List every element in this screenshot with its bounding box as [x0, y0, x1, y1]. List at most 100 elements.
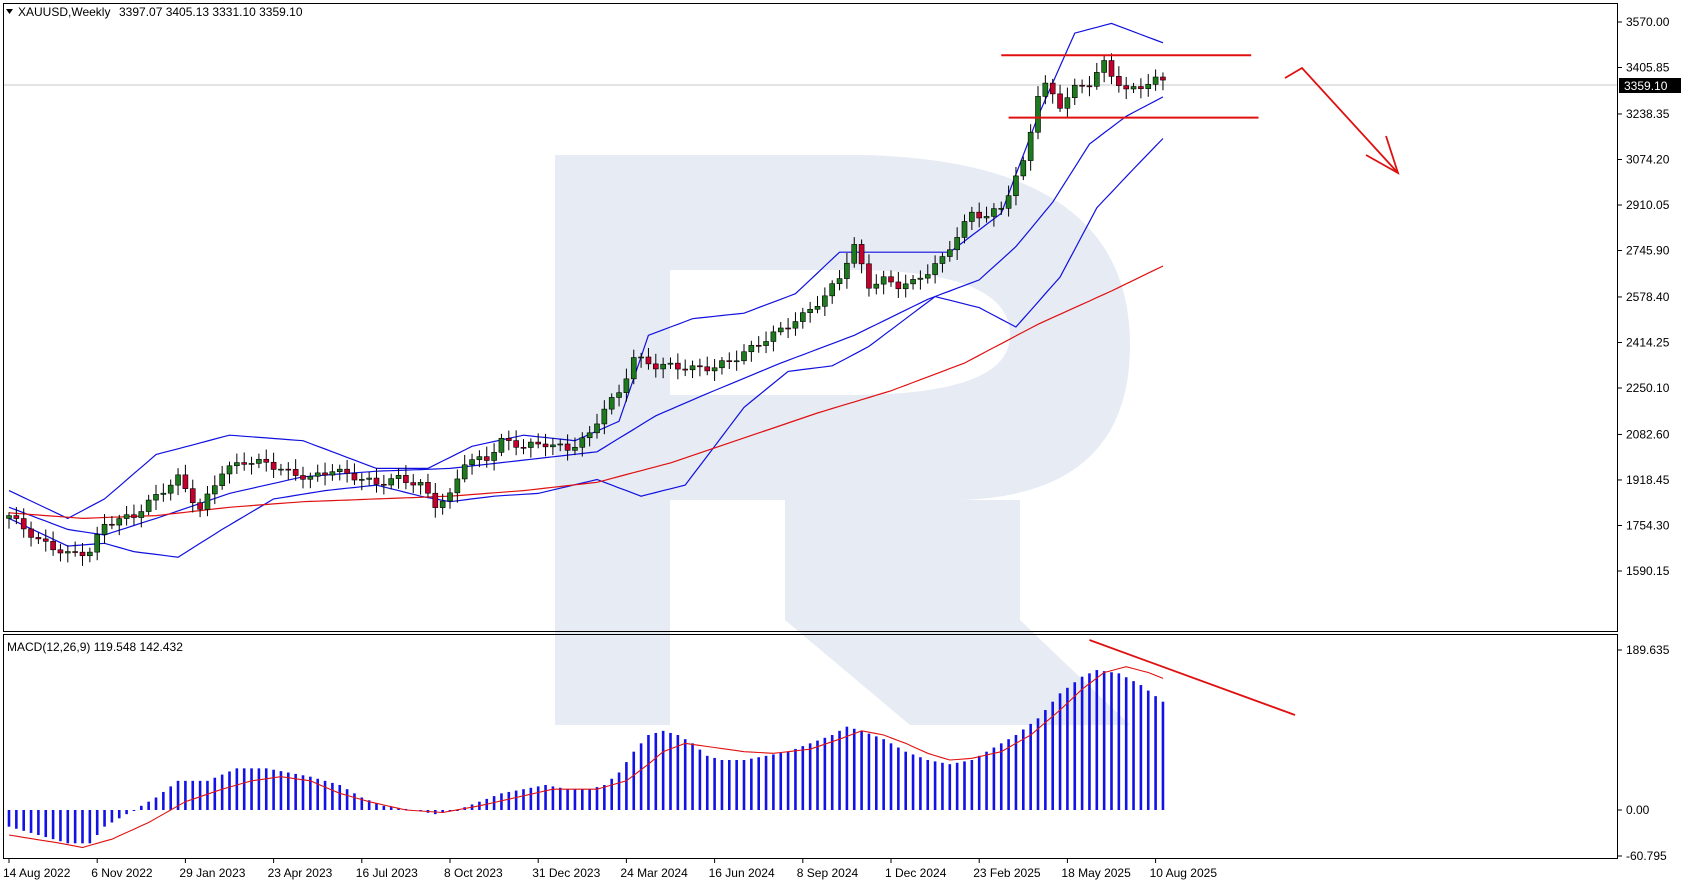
macd-bar: [698, 749, 702, 810]
macd-bar: [683, 739, 687, 810]
price-tick-label: 3238.35: [1626, 107, 1670, 121]
candle-bullish: [145, 499, 152, 512]
macd-tick-label: -60.795: [1626, 849, 1667, 863]
candle-bearish: [895, 281, 902, 290]
price-tick-label: 3570.00: [1626, 15, 1670, 29]
candle-bullish: [469, 459, 475, 466]
macd-bar: [345, 789, 349, 810]
candle-bullish: [799, 312, 806, 322]
macd-bar: [963, 761, 966, 810]
price-tick-label: 2578.40: [1626, 290, 1670, 304]
candle-bullish: [366, 477, 372, 480]
macd-bar: [316, 778, 319, 810]
macd-bar: [375, 803, 378, 810]
candle-bullish: [123, 514, 130, 519]
time-tick-label: 6 Nov 2022: [91, 866, 153, 880]
candle-bullish: [116, 518, 123, 526]
candle-bearish: [1108, 60, 1115, 77]
dropdown-triangle-icon[interactable]: [6, 9, 13, 14]
candle-bearish: [263, 458, 270, 463]
macd-bar: [500, 793, 503, 810]
candle-bearish: [131, 514, 137, 518]
macd-bar: [1146, 690, 1150, 810]
candle-bullish: [528, 441, 534, 448]
candle-bullish: [1145, 83, 1152, 89]
macd-bar: [1036, 718, 1040, 810]
candle-bearish: [381, 483, 387, 486]
macd-bar: [59, 810, 62, 842]
candle-bullish: [6, 515, 12, 519]
candle-bullish: [608, 397, 615, 410]
candle-bullish: [814, 306, 821, 310]
candle-bullish: [87, 551, 93, 557]
price-pane[interactable]: [3, 3, 1618, 632]
candle-bearish: [373, 477, 380, 485]
candle-bullish: [447, 492, 453, 502]
time-tick-label: 31 Dec 2023: [532, 866, 600, 880]
candle-bearish: [410, 482, 417, 486]
macd-divergence-line: [1089, 639, 1296, 716]
macd-bar: [88, 810, 92, 844]
macd-bar: [897, 747, 900, 810]
candle-bullish: [954, 237, 960, 251]
candle-bullish: [1013, 175, 1019, 197]
candle-bullish: [1152, 76, 1159, 85]
candle-bearish: [755, 345, 762, 347]
candle-bullish: [153, 494, 159, 501]
candle-bullish: [388, 478, 395, 486]
macd-bar: [294, 773, 297, 810]
macd-bar: [367, 800, 371, 810]
macd-bar: [117, 810, 121, 819]
macd-bar: [456, 810, 459, 811]
annotations: [1001, 54, 1400, 175]
price-tick-label: 1754.30: [1626, 518, 1670, 532]
candle-bearish: [976, 211, 983, 219]
macd-bar: [845, 726, 849, 810]
candle-bearish: [520, 447, 527, 449]
macd-bar: [603, 785, 606, 810]
candle-bearish: [542, 443, 549, 448]
candle-bullish: [461, 464, 468, 480]
macd-bar: [206, 780, 209, 810]
macd-bar: [29, 810, 33, 833]
macd-bar: [669, 732, 672, 810]
candle-bearish: [403, 475, 409, 483]
candle-bearish: [109, 523, 115, 526]
candle-bullish: [807, 308, 813, 313]
candle-bullish: [880, 276, 887, 285]
chart-header: XAUUSD,Weekly 3397.07 3405.13 3331.10 33…: [6, 5, 303, 19]
candle-bullish: [917, 277, 924, 280]
macd-bar: [110, 810, 114, 823]
candle-bullish: [748, 345, 755, 353]
macd-bar: [1007, 739, 1010, 810]
candle-bullish: [454, 478, 461, 494]
price-tick-label: 1590.15: [1626, 564, 1670, 578]
candle-bullish: [65, 551, 71, 554]
macd-bar: [933, 761, 937, 810]
macd-pane[interactable]: [3, 634, 1618, 859]
macd-axis: 189.635 0.00 -60.795: [1617, 643, 1670, 863]
candle-bearish: [79, 551, 86, 557]
macd-bar: [779, 753, 783, 810]
candle-bullish: [572, 446, 578, 451]
macd-bar: [1066, 687, 1069, 810]
macd-bar: [331, 782, 334, 810]
time-tick-label: 29 Jan 2023: [179, 866, 245, 880]
candle-bullish: [910, 279, 916, 285]
macd-bar: [860, 730, 863, 810]
time-tick-label: 24 Mar 2024: [620, 866, 688, 880]
candle-bearish: [50, 541, 56, 551]
candle-bullish: [314, 472, 321, 477]
price-tick-label: 3405.85: [1626, 61, 1670, 75]
candle-bullish: [638, 356, 644, 359]
candle-bearish: [42, 538, 49, 542]
price-tick-label: 2414.25: [1626, 335, 1670, 349]
candle-bearish: [645, 356, 652, 365]
price-tick-label: 2745.90: [1626, 244, 1670, 258]
candle-bullish: [733, 360, 740, 363]
candle-bullish: [160, 492, 167, 495]
candle-bullish: [491, 452, 497, 461]
macd-bar: [353, 793, 356, 810]
candle-bearish: [13, 515, 20, 519]
